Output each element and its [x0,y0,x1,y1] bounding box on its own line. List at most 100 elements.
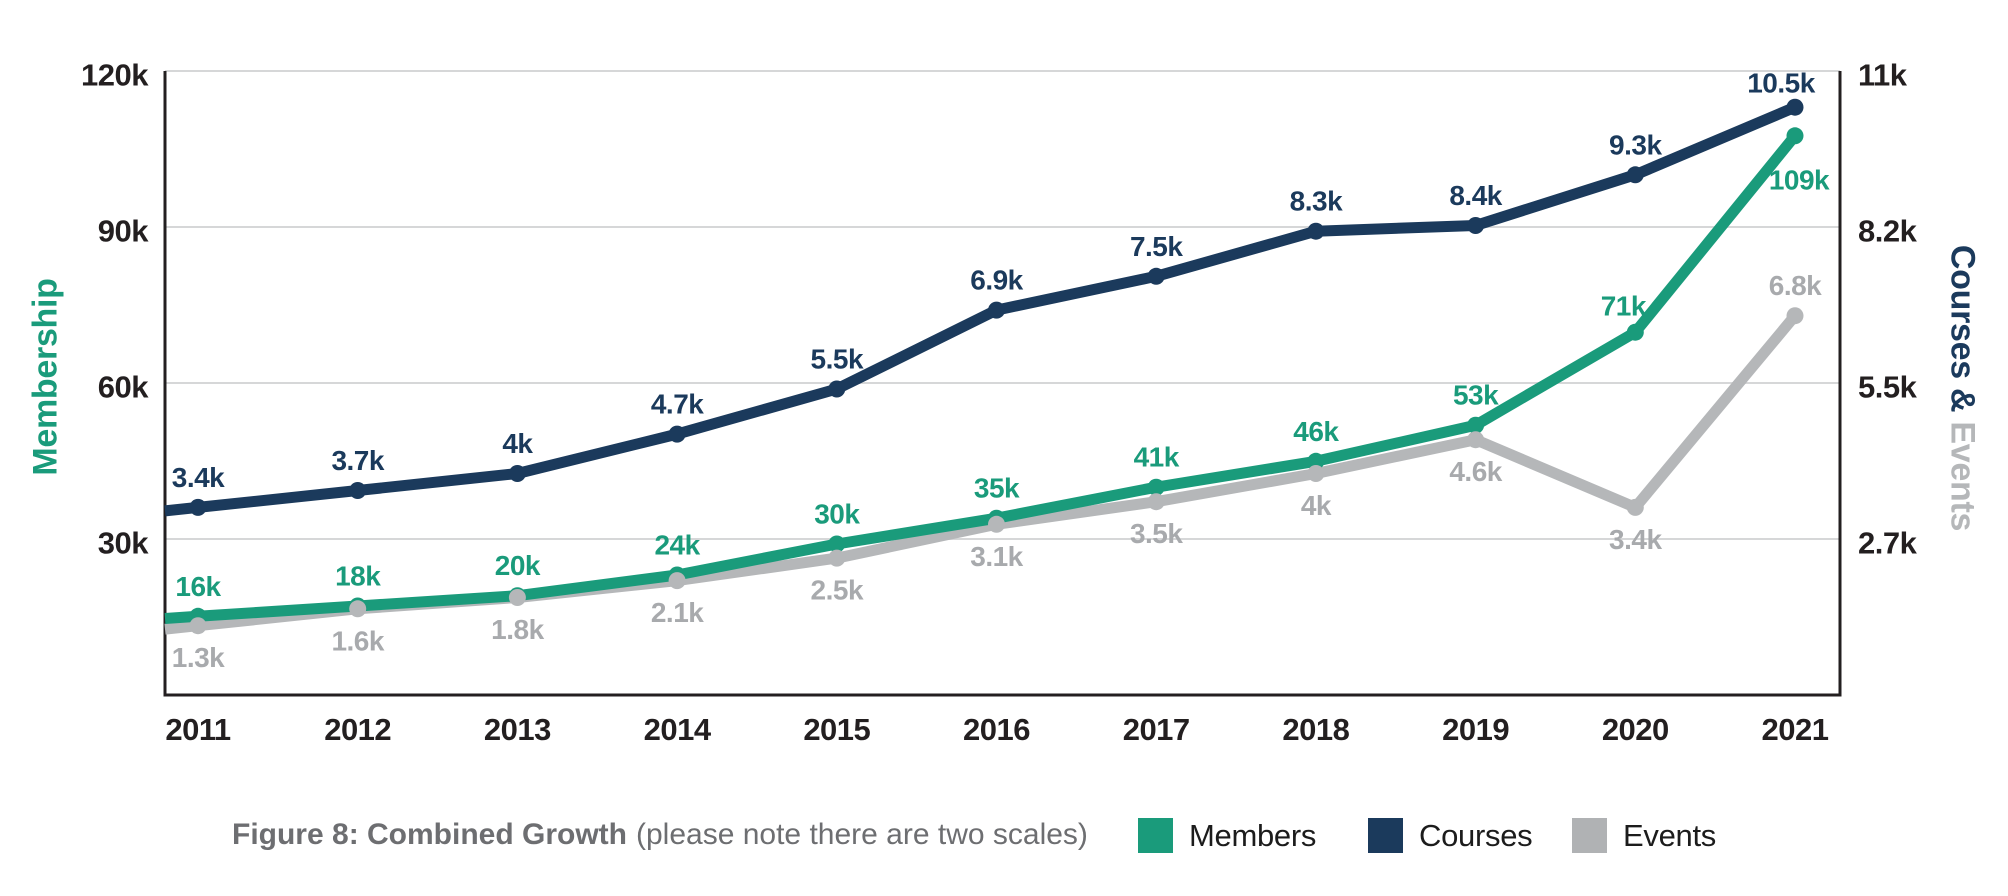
point-marker-courses [349,482,367,499]
data-label-events: 6.8k [1769,270,1822,301]
point-marker-courses [189,498,207,516]
data-label-courses: 3.4k [172,462,225,493]
x-tick-label: 2014 [644,712,712,747]
x-tick-label: 2019 [1442,712,1509,747]
data-label-events: 1.6k [331,625,384,656]
data-label-events: 2.1k [651,597,704,628]
point-marker-courses [668,425,686,443]
x-tick-label: 2017 [1123,712,1190,747]
point-marker-events [988,515,1005,533]
legend-item-events: Events [1572,818,1716,853]
legend-item-members: Members [1138,818,1316,853]
point-marker-events [189,617,207,635]
x-tick-label: 2021 [1762,712,1829,747]
point-marker-courses [1307,222,1325,240]
figure-caption-note: (please note there are two scales) [636,818,1088,851]
data-label-events: 1.8k [491,614,544,645]
point-marker-members [1626,323,1644,341]
axis-frame [163,71,1842,697]
x-tick-label: 2018 [1282,712,1349,747]
point-marker-courses [828,380,846,398]
point-marker-events [508,589,526,606]
left-axis-tick-label: 30k [98,526,149,561]
legend-item-courses: Courses [1368,817,1533,853]
point-marker-events [349,600,367,618]
right-axis-title-events: Events [1943,421,1982,532]
data-label-members: 24k [654,530,700,561]
right-axis-title-courses: Courses & [1943,244,1982,422]
data-label-courses: 9.3k [1609,129,1662,160]
data-label-members: 35k [974,473,1020,504]
legend-label-events: Events [1623,817,1716,853]
point-marker-events [828,549,846,567]
figure-caption: Figure 8: Combined Growth (please note th… [232,818,1088,852]
left-axis-title: Membership [26,278,65,476]
data-label-events: 1.3k [172,642,225,673]
point-marker-courses [1626,166,1644,184]
point-marker-events [1626,498,1644,516]
point-marker-events [1147,493,1165,511]
data-label-members: 46k [1293,416,1339,447]
data-label-members: 41k [1134,442,1180,473]
right-axis-tick-label: 11k [1858,58,1908,93]
point-marker-events [668,572,686,590]
legend-label-courses: Courses [1419,817,1533,853]
data-label-courses: 10.5k [1747,68,1815,99]
data-label-members: 18k [335,561,381,592]
data-label-members: 20k [495,550,541,581]
left-axis-tick-label: 90k [98,214,149,249]
data-label-events: 3.4k [1609,524,1662,555]
figure-caption-title: Figure 8: Combined Growth [232,818,627,851]
point-marker-courses [1467,217,1485,234]
data-label-events: 3.1k [970,541,1023,572]
point-marker-courses [988,301,1005,319]
data-label-courses: 4k [502,428,533,459]
data-label-events: 2.5k [811,575,864,606]
data-label-events: 4k [1301,490,1332,521]
right-axis-tick-label: 8.2k [1858,214,1918,249]
data-label-courses: 8.3k [1290,186,1343,217]
point-marker-events [1467,431,1485,449]
point-marker-events [1786,307,1804,325]
x-tick-label: 2016 [963,712,1030,747]
right-axis-tick-label: 5.5k [1858,370,1918,405]
point-marker-courses [1786,98,1804,116]
point-marker-members [1147,478,1165,496]
data-label-members: 16k [175,571,221,602]
point-marker-members [1307,452,1325,470]
x-tick-label: 2015 [803,712,870,747]
point-marker-members [1786,127,1804,145]
point-marker-members [1467,416,1485,434]
left-axis-tick-label: 120k [81,58,149,93]
x-tick-label: 2013 [484,712,551,747]
data-label-courses: 3.7k [331,445,384,476]
point-marker-courses [1147,267,1165,285]
data-label-courses: 4.7k [651,389,704,420]
data-label-members: 109k [1769,164,1830,195]
events-swatch-icon [1572,818,1607,853]
left-axis-tick-label: 60k [98,370,149,405]
data-label-courses: 8.4k [1449,180,1502,211]
x-tick-label: 2020 [1602,712,1669,747]
data-label-members: 53k [1453,380,1499,411]
legend-label-members: Members [1189,817,1317,853]
data-label-members: 30k [814,499,860,530]
data-label-members: 71k [1601,291,1647,322]
data-label-courses: 5.5k [811,344,864,375]
point-marker-events [1307,465,1325,482]
x-tick-label: 2011 [165,712,231,747]
members-swatch-icon [1138,818,1173,853]
data-label-events: 4.6k [1449,456,1502,487]
series-line-members [164,132,1800,624]
data-label-courses: 6.9k [970,265,1023,296]
data-label-courses: 7.5k [1130,231,1183,262]
series-line-courses [164,102,1798,517]
point-marker-members [828,535,846,553]
right-axis-tick-label: 2.7k [1858,526,1918,561]
courses-swatch-icon [1368,818,1403,853]
data-label-events: 3.5k [1130,518,1183,549]
right-axis-title: Courses & Events [1943,245,1982,531]
x-tick-label: 2012 [324,712,391,747]
